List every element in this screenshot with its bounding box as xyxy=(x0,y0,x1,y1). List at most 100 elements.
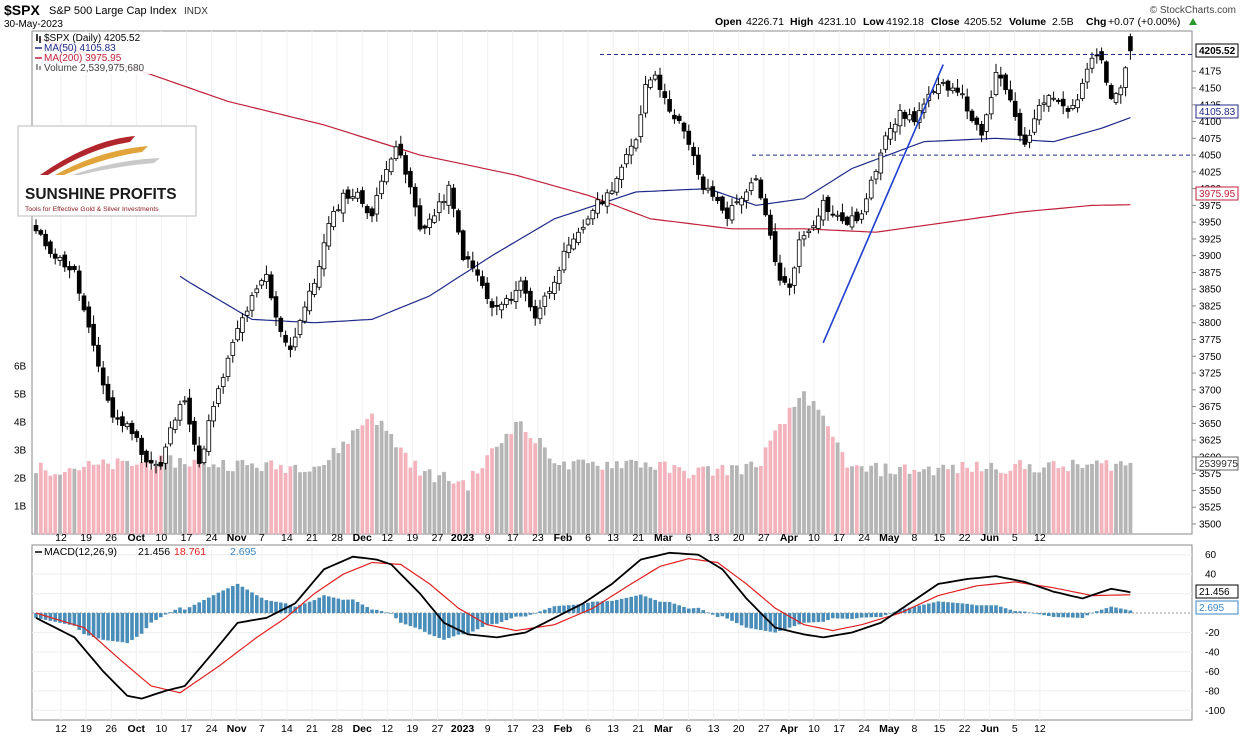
candle-body xyxy=(691,146,696,157)
x-tick-label: 19 xyxy=(407,532,419,544)
hist-tag-text: 2.695 xyxy=(1199,603,1224,614)
candle-body xyxy=(408,170,413,188)
volume-bar xyxy=(773,430,778,534)
volume-bar xyxy=(1008,470,1013,534)
x-tick-label: Oct xyxy=(128,723,146,735)
candle-body xyxy=(302,306,308,322)
candle-body xyxy=(571,238,576,250)
volume-bar xyxy=(538,437,542,534)
macd-histogram-bar xyxy=(643,596,648,614)
macd-histogram-bar xyxy=(514,613,518,617)
macd-histogram-bar xyxy=(955,603,960,614)
volume-bar xyxy=(638,467,643,534)
candle-body xyxy=(187,397,192,425)
x-tick-label: 21 xyxy=(306,723,318,735)
volume-bar xyxy=(1022,469,1027,534)
candle-body xyxy=(868,179,874,199)
x-tick-label: 17 xyxy=(833,723,845,735)
volume-bar xyxy=(192,459,197,534)
volume-tick-label: 2B xyxy=(14,474,27,485)
high-value: 4231.10 xyxy=(818,16,856,28)
macd-histogram-bar xyxy=(67,613,72,625)
candle-body xyxy=(744,191,749,201)
candle-body xyxy=(902,111,908,119)
candle-body xyxy=(499,303,504,311)
volume-bar xyxy=(485,455,490,534)
ma50-tag xyxy=(1195,104,1239,119)
candle-body xyxy=(120,416,125,427)
macd-histogram-bar xyxy=(1056,613,1061,618)
price-tick-label: 3925 xyxy=(1199,234,1222,245)
volume-bar xyxy=(624,460,629,534)
candle-body xyxy=(1084,68,1090,83)
candle-body xyxy=(100,367,106,386)
macd-line xyxy=(35,551,1131,700)
candle-body xyxy=(475,269,480,276)
volume-bar xyxy=(77,470,82,534)
price-tick-label: 3625 xyxy=(1199,436,1222,447)
candle-body xyxy=(638,114,644,138)
volume-bar xyxy=(38,462,43,534)
macd-histogram-bar xyxy=(672,603,677,614)
macd-histogram-bar xyxy=(504,613,509,621)
macd-histogram-bar xyxy=(58,613,62,623)
volume-bar xyxy=(1085,464,1090,534)
candlesticks xyxy=(33,33,1133,474)
macd-histogram-bar xyxy=(226,588,230,614)
macd-histogram-bar xyxy=(624,597,629,614)
macd-histogram-bar xyxy=(384,612,389,614)
open-value: 4226.71 xyxy=(746,16,784,28)
macd-histogram-bar xyxy=(279,602,283,614)
macd-histogram-bar xyxy=(965,603,969,614)
price-tick-label: 3950 xyxy=(1199,218,1222,229)
candle-body xyxy=(1108,85,1114,99)
macd-histogram-bar xyxy=(221,590,225,614)
volume-bar xyxy=(634,461,638,534)
price-tick-label: 4150 xyxy=(1199,84,1222,95)
volume-bar xyxy=(475,473,480,534)
candle-body xyxy=(494,304,500,307)
candle-body xyxy=(768,214,773,236)
ma200-tag xyxy=(1195,186,1239,201)
volume-bar xyxy=(269,460,274,534)
candle-body xyxy=(307,290,312,312)
volume-bar xyxy=(758,465,763,534)
macd-histogram-bar xyxy=(567,605,571,614)
macd-histogram-bar xyxy=(648,598,653,614)
macd-histogram-bar xyxy=(869,613,873,618)
candle-body xyxy=(897,110,903,127)
volume-bar xyxy=(816,409,821,534)
macd-histogram-bar xyxy=(317,597,321,614)
volume-bar xyxy=(178,457,182,534)
price-legend: $SPX (Daily) 4205.52 MA(50) 4105.83 MA(2… xyxy=(35,32,180,74)
macd-histogram-bar xyxy=(163,613,168,615)
volume-bar xyxy=(576,459,581,534)
candle-body xyxy=(576,231,581,243)
logo-swoosh-grey xyxy=(72,158,160,175)
candle-body xyxy=(1022,134,1028,145)
volume-bar xyxy=(509,434,514,534)
candle-body xyxy=(432,215,437,223)
volume-bar xyxy=(595,465,600,534)
macd-histogram-bar xyxy=(667,602,672,614)
candle-body xyxy=(384,169,389,183)
x-tick-label: 6 xyxy=(585,532,591,544)
macd-histogram-bar xyxy=(394,613,398,619)
volume-bar xyxy=(744,463,749,534)
volume-bar xyxy=(874,462,878,534)
macd-histogram-bar xyxy=(149,613,153,623)
volume-bar xyxy=(43,470,48,534)
volume-bar xyxy=(389,434,394,534)
candle-body xyxy=(297,320,303,335)
x-tick-label: 7 xyxy=(259,723,265,735)
volume-bar xyxy=(600,469,605,534)
close-label: Close xyxy=(931,16,960,28)
candle-body xyxy=(700,176,706,190)
candle-body xyxy=(278,317,284,332)
candle-body xyxy=(873,170,879,180)
x-tick-label: 27 xyxy=(758,723,770,735)
macd-histogram-bar xyxy=(274,601,278,614)
price-tick-label: 3675 xyxy=(1199,402,1222,413)
volume-bar xyxy=(902,464,907,534)
volume-bar xyxy=(701,466,706,534)
